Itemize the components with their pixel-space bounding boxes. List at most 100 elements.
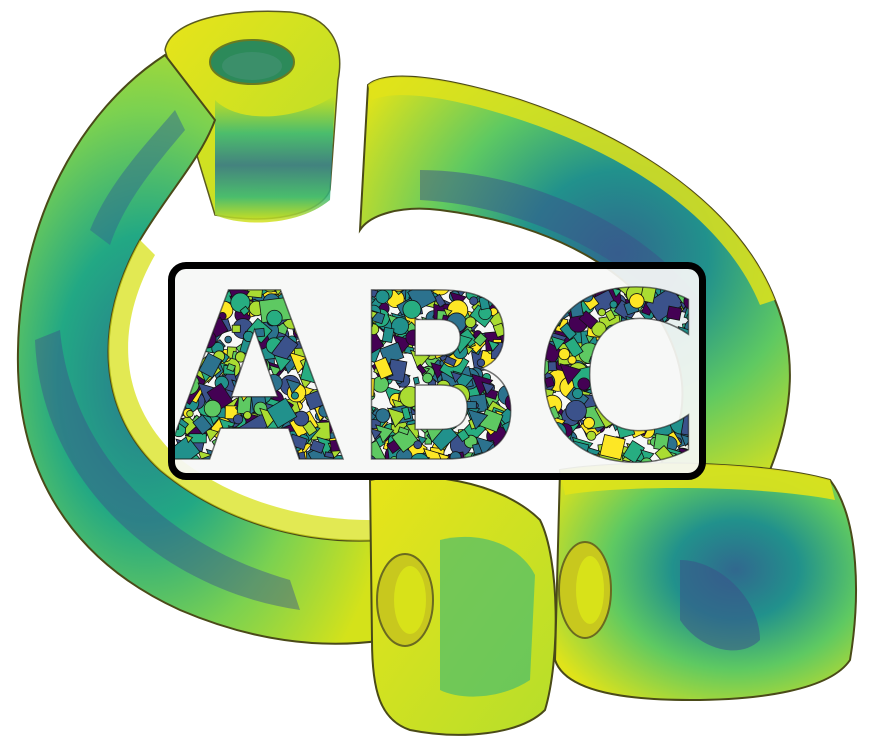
mosaic-part	[269, 461, 285, 473]
mosaic-part	[345, 419, 359, 433]
mosaic-part	[449, 451, 462, 464]
mosaic-part	[291, 281, 302, 292]
mosaic-part	[586, 430, 597, 441]
mosaic-part	[286, 445, 295, 455]
mosaic-part	[180, 460, 202, 473]
mosaic-part	[409, 452, 430, 473]
mosaic-part	[405, 329, 422, 346]
mosaic-part	[329, 359, 349, 380]
mosaic-part	[499, 467, 509, 473]
mosaic-part	[501, 441, 518, 459]
mosaic-part	[318, 404, 332, 418]
mosaic-part	[565, 399, 587, 422]
mosaic-part	[521, 381, 532, 391]
mosaic-part	[543, 376, 556, 389]
mosaic-part	[646, 467, 664, 473]
mosaic-part	[436, 466, 452, 473]
mosaic-part	[473, 332, 488, 347]
mosaic-part	[627, 385, 651, 408]
mosaic-part	[450, 394, 465, 410]
mosaic-part	[381, 326, 395, 344]
mosaic-part	[662, 349, 679, 366]
mosaic-part	[610, 357, 620, 367]
mosaic-part	[455, 270, 467, 283]
mosaic-part	[175, 286, 197, 316]
mosaic-part	[397, 426, 410, 436]
mosaic-part	[622, 439, 646, 464]
mosaic-part	[329, 439, 341, 452]
mosaic-part	[235, 381, 256, 402]
mosaic-part	[423, 422, 444, 443]
mosaic-part	[392, 279, 406, 293]
mosaic-part	[422, 372, 433, 384]
mosaic-part	[539, 338, 547, 346]
mosaic-part	[443, 307, 453, 318]
mosaic-part	[266, 397, 298, 429]
mosaic-part	[243, 411, 252, 420]
mosaic-part	[677, 326, 699, 347]
mosaic-part	[309, 347, 332, 370]
mosaic-part	[547, 361, 557, 372]
mosaic-part	[412, 376, 420, 385]
mosaic-part	[555, 467, 566, 473]
mosaic-part	[691, 437, 699, 449]
mosaic-part	[437, 452, 451, 465]
mosaic-part	[475, 436, 495, 457]
mosaic-part	[195, 308, 212, 325]
mosaic-part	[386, 407, 408, 428]
mosaic-part	[242, 330, 255, 342]
mosaic-part	[435, 275, 450, 289]
mosaic-part	[409, 349, 431, 371]
mosaic-part	[184, 318, 206, 339]
mosaic-part	[539, 269, 549, 277]
mosaic-part	[683, 343, 699, 357]
mosaic-part	[450, 371, 463, 384]
mosaic-part	[666, 305, 683, 321]
mosaic-part	[328, 461, 339, 472]
mosaic-part	[529, 430, 550, 451]
mosaic-part	[519, 269, 533, 281]
mosaic-part	[545, 405, 561, 422]
mosaic-part	[456, 428, 470, 443]
mosaic-part	[541, 314, 563, 336]
mosaic-part	[594, 398, 625, 429]
mosaic-part	[669, 459, 683, 472]
mosaic-part	[186, 410, 194, 418]
mosaic-part	[239, 305, 250, 317]
mosaic-part	[226, 362, 236, 372]
mosaic-part	[541, 277, 560, 295]
mosaic-part	[625, 315, 647, 338]
mosaic-part	[422, 406, 436, 419]
mosaic-part	[175, 435, 201, 469]
mosaic-part	[321, 288, 332, 298]
mosaic-part	[278, 274, 288, 283]
mosaic-part	[184, 434, 194, 444]
mosaic-part	[331, 340, 339, 348]
mosaic-part	[692, 269, 699, 288]
mosaic-part	[547, 296, 571, 323]
mosaic-part	[535, 465, 555, 473]
mosaic-part	[471, 456, 492, 473]
mosaic-part	[450, 331, 473, 355]
mosaic-part	[612, 376, 629, 392]
mosaic-part	[357, 280, 368, 294]
mosaic-part	[519, 343, 531, 355]
mosaic-part	[439, 346, 450, 357]
mosaic-part	[433, 293, 447, 308]
mosaic-part	[175, 325, 180, 334]
mosaic-part	[190, 273, 200, 283]
mosaic-part	[315, 364, 334, 383]
mosaic-part	[369, 428, 383, 441]
abc-logo-text: ABC	[175, 269, 699, 473]
mosaic-part	[469, 296, 479, 306]
mosaic-part	[318, 299, 329, 310]
mosaic-part	[231, 324, 241, 333]
mosaic-part	[361, 395, 370, 404]
mosaic-part	[334, 285, 351, 302]
mosaic-part	[574, 278, 583, 287]
mosaic-part	[175, 467, 193, 473]
mosaic-part	[338, 399, 359, 421]
mosaic-part	[288, 433, 308, 451]
mosaic-part	[686, 393, 699, 409]
mosaic-part	[639, 282, 658, 304]
